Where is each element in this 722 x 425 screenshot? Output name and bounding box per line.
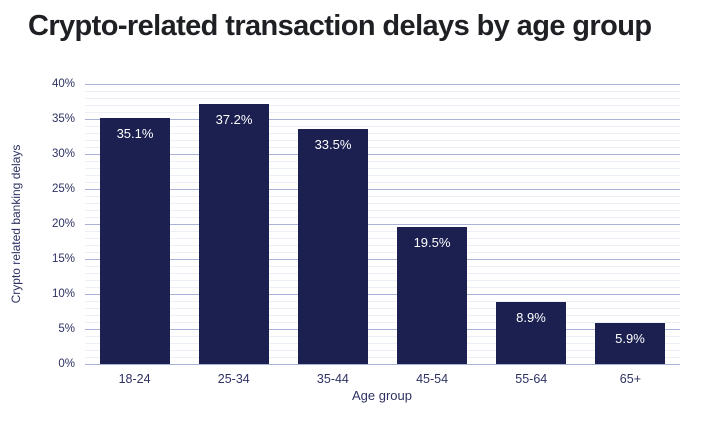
minor-gridline bbox=[85, 105, 680, 106]
y-tick-label: 5% bbox=[58, 323, 75, 335]
minor-gridline bbox=[85, 238, 680, 239]
bar-value-label: 8.9% bbox=[516, 310, 546, 325]
y-axis-label: Crypto related banking delays bbox=[9, 144, 23, 304]
bar-25-34: 37.2% bbox=[199, 104, 269, 364]
minor-gridline bbox=[85, 308, 680, 309]
minor-gridline bbox=[85, 203, 680, 204]
minor-gridline bbox=[85, 315, 680, 316]
x-tick-label: 45-54 bbox=[416, 372, 449, 386]
minor-gridline bbox=[85, 252, 680, 253]
minor-gridline bbox=[85, 280, 680, 281]
major-gridline bbox=[85, 329, 680, 330]
major-gridline bbox=[85, 189, 680, 190]
y-tick-label: 0% bbox=[58, 358, 75, 370]
bar-55-64: 8.9% bbox=[496, 302, 566, 364]
minor-gridline bbox=[85, 245, 680, 246]
minor-gridline bbox=[85, 357, 680, 358]
bar-65+: 5.9% bbox=[595, 323, 665, 364]
minor-gridline bbox=[85, 322, 680, 323]
y-tick-label: 20% bbox=[51, 218, 75, 230]
minor-gridline bbox=[85, 336, 680, 337]
x-tick-label: 65+ bbox=[619, 372, 642, 386]
y-tick-label: 25% bbox=[51, 183, 75, 195]
minor-gridline bbox=[85, 343, 680, 344]
major-gridline bbox=[85, 84, 680, 85]
y-tick-label: 10% bbox=[51, 288, 75, 300]
minor-gridline bbox=[85, 287, 680, 288]
y-tick-label: 40% bbox=[51, 78, 75, 90]
major-gridline bbox=[85, 364, 680, 365]
chart-title: Crypto-related transaction delays by age… bbox=[28, 10, 652, 42]
bar-value-label: 35.1% bbox=[116, 126, 154, 141]
minor-gridline bbox=[85, 182, 680, 183]
y-tick-label: 15% bbox=[51, 253, 75, 265]
bar-value-label: 33.5% bbox=[314, 137, 352, 152]
minor-gridline bbox=[85, 126, 680, 127]
minor-gridline bbox=[85, 161, 680, 162]
minor-gridline bbox=[85, 147, 680, 148]
minor-gridline bbox=[85, 210, 680, 211]
plot-area: 0% 5% 10% 15% 20% 25% 30% 35% 40% 35.1% 18-24 37.2%… bbox=[52, 78, 680, 386]
bar-value-label: 5.9% bbox=[615, 331, 645, 346]
bar-35-44: 33.5% bbox=[298, 129, 368, 364]
minor-gridline bbox=[85, 91, 680, 92]
minor-gridline bbox=[85, 301, 680, 302]
x-tick-label: 55-64 bbox=[515, 372, 548, 386]
minor-gridline bbox=[85, 140, 680, 141]
major-gridline bbox=[85, 259, 680, 260]
major-gridline bbox=[85, 119, 680, 120]
major-gridline bbox=[85, 154, 680, 155]
minor-gridline bbox=[85, 196, 680, 197]
x-tick-label: 25-34 bbox=[217, 372, 250, 386]
minor-gridline bbox=[85, 231, 680, 232]
bar-18-24: 35.1% bbox=[100, 118, 170, 364]
minor-gridline bbox=[85, 266, 680, 267]
major-gridline bbox=[85, 294, 680, 295]
major-gridline bbox=[85, 224, 680, 225]
minor-gridline bbox=[85, 217, 680, 218]
minor-gridline bbox=[85, 175, 680, 176]
bar-value-label: 37.2% bbox=[215, 112, 253, 127]
minor-gridline bbox=[85, 350, 680, 351]
x-axis-label: Age group bbox=[352, 388, 412, 403]
bar-45-54: 19.5% bbox=[397, 227, 467, 364]
minor-gridline bbox=[85, 98, 680, 99]
minor-gridline bbox=[85, 133, 680, 134]
y-tick-label: 35% bbox=[51, 113, 75, 125]
y-tick-label: 30% bbox=[51, 148, 75, 160]
minor-gridline bbox=[85, 168, 680, 169]
bar-value-label: 19.5% bbox=[413, 235, 451, 250]
minor-gridline bbox=[85, 273, 680, 274]
minor-gridline bbox=[85, 112, 680, 113]
x-tick-label: 35-44 bbox=[316, 372, 349, 386]
x-tick-label: 18-24 bbox=[118, 372, 151, 386]
